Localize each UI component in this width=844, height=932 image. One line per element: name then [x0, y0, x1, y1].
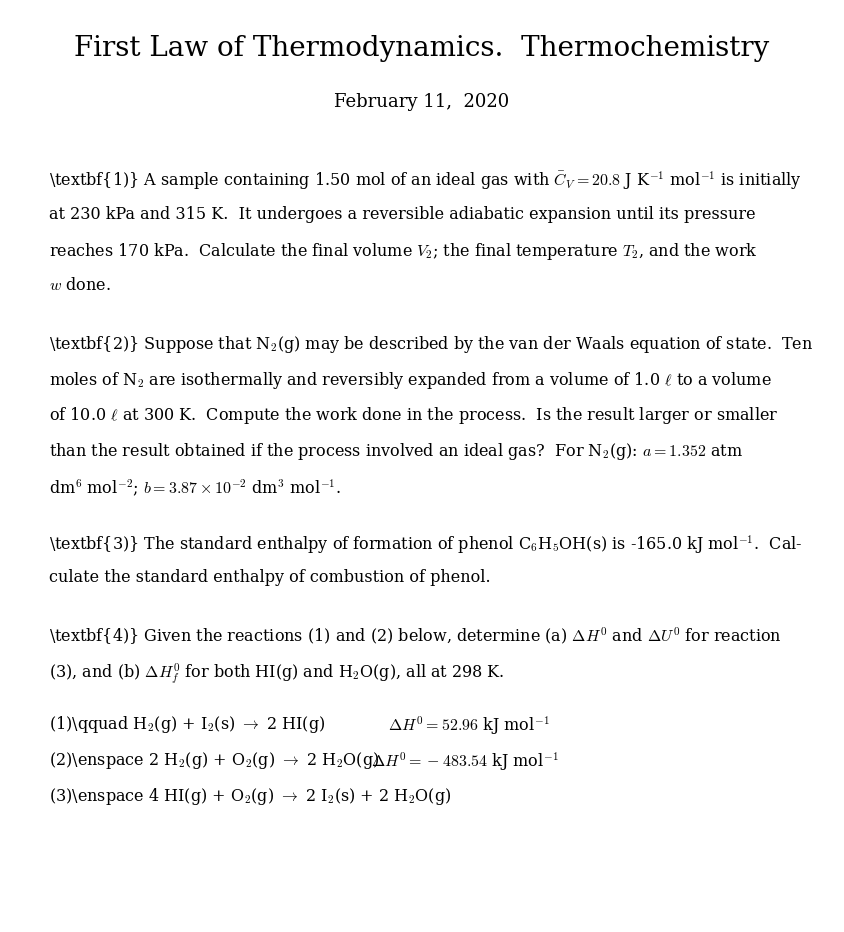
Text: $\Delta H^0 = 52.96$ kJ mol$^{-1}$: $\Delta H^0 = 52.96$ kJ mol$^{-1}$ — [388, 714, 550, 737]
Text: (2)\enspace 2 H$_2$(g) + O$_2$(g) $\rightarrow$ 2 H$_2$O(g): (2)\enspace 2 H$_2$(g) + O$_2$(g) $\righ… — [49, 750, 379, 772]
Text: (3), and (b) $\Delta H^0_f$ for both HI(g) and H$_2$O(g), all at 298 K.: (3), and (b) $\Delta H^0_f$ for both HI(… — [49, 662, 504, 686]
Text: $w$ done.: $w$ done. — [49, 278, 111, 295]
Text: moles of N$_2$ are isothermally and reversibly expanded from a volume of 1.0 $\e: moles of N$_2$ are isothermally and reve… — [49, 369, 771, 391]
Text: \textbf{2)} Suppose that N$_2$(g) may be described by the van der Waals equation: \textbf{2)} Suppose that N$_2$(g) may be… — [49, 334, 814, 355]
Text: \textbf{3)} The standard enthalpy of formation of phenol C$_6$H$_5$OH(s) is -165: \textbf{3)} The standard enthalpy of for… — [49, 533, 803, 556]
Text: February 11,  2020: February 11, 2020 — [334, 93, 510, 111]
Text: of 10.0 $\ell$ at 300 K.  Compute the work done in the process.  Is the result l: of 10.0 $\ell$ at 300 K. Compute the wor… — [49, 405, 778, 427]
Text: culate the standard enthalpy of combustion of phenol.: culate the standard enthalpy of combusti… — [49, 569, 490, 586]
Text: First Law of Thermodynamics.  Thermochemistry: First Law of Thermodynamics. Thermochemi… — [74, 35, 770, 62]
Text: $\Delta H^0 = -483.54$ kJ mol$^{-1}$: $\Delta H^0 = -483.54$ kJ mol$^{-1}$ — [371, 750, 559, 773]
Text: (1)\qquad H$_2$(g) + I$_2$(s) $\rightarrow$ 2 HI(g): (1)\qquad H$_2$(g) + I$_2$(s) $\rightarr… — [49, 714, 325, 735]
Text: (3)\enspace 4 HI(g) + O$_2$(g) $\rightarrow$ 2 I$_2$(s) + 2 H$_2$O(g): (3)\enspace 4 HI(g) + O$_2$(g) $\rightar… — [49, 786, 452, 807]
Text: \textbf{1)} A sample containing 1.50 mol of an ideal gas with $\bar{C}_V = 20.8$: \textbf{1)} A sample containing 1.50 mol… — [49, 170, 802, 192]
Text: dm$^6$ mol$^{-2}$; $b = 3.87 \times 10^{-2}$ dm$^3$ mol$^{-1}$.: dm$^6$ mol$^{-2}$; $b = 3.87 \times 10^{… — [49, 477, 341, 498]
Text: \textbf{4)} Given the reactions (1) and (2) below, determine (a) $\Delta H^0$ an: \textbf{4)} Given the reactions (1) and … — [49, 626, 782, 647]
Text: than the result obtained if the process involved an ideal gas?  For N$_2$(g): $a: than the result obtained if the process … — [49, 441, 743, 462]
Text: at 230 kPa and 315 K.  It undergoes a reversible adiabatic expansion until its p: at 230 kPa and 315 K. It undergoes a rev… — [49, 205, 755, 223]
Text: reaches 170 kPa.  Calculate the final volume $V_2$; the final temperature $T_2$,: reaches 170 kPa. Calculate the final vol… — [49, 241, 758, 263]
